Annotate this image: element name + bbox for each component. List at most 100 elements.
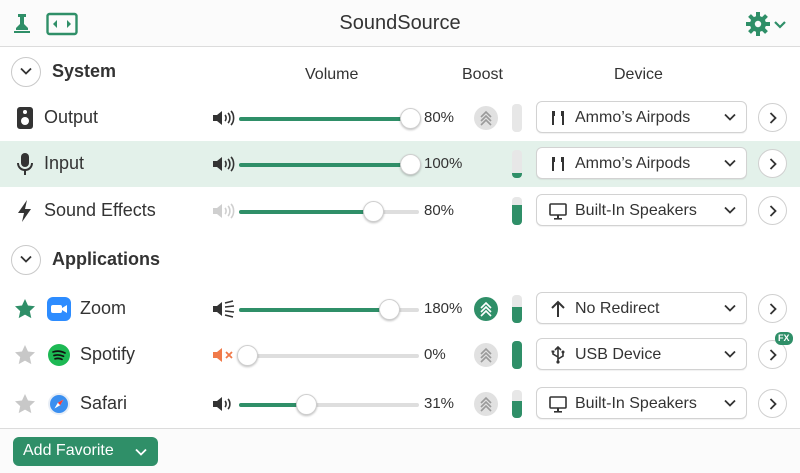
volume-slider-fill bbox=[239, 210, 374, 214]
row-label: Zoom bbox=[80, 298, 127, 318]
favorite-star-icon[interactable] bbox=[14, 344, 36, 371]
chevron-right-icon bbox=[769, 349, 777, 361]
device-select[interactable]: Built-In Speakers bbox=[536, 194, 747, 226]
volume-slider[interactable] bbox=[239, 154, 421, 175]
column-volume: Volume bbox=[305, 66, 359, 83]
favorite-star-icon[interactable] bbox=[14, 298, 36, 325]
level-meter bbox=[512, 104, 522, 132]
volume-slider[interactable] bbox=[239, 108, 421, 129]
device-label: No Redirect bbox=[575, 300, 660, 317]
volume-slider-knob[interactable] bbox=[400, 154, 421, 175]
level-meter bbox=[512, 295, 522, 323]
boost-icon bbox=[480, 396, 492, 412]
boost-icon bbox=[480, 110, 492, 126]
add-favorite-label: Add Favorite bbox=[23, 442, 114, 459]
row-output: Output 80% Ammo’s Airpods bbox=[0, 95, 800, 141]
device-select[interactable]: USB Device bbox=[536, 338, 747, 370]
volume-slider-knob[interactable] bbox=[296, 394, 317, 415]
app-title: SoundSource bbox=[339, 12, 461, 34]
level-meter bbox=[512, 341, 522, 369]
volume-percent: 31% bbox=[424, 395, 455, 412]
row-safari: Safari 31% Built-In Speakers bbox=[0, 381, 800, 427]
volume-slider-knob[interactable] bbox=[400, 108, 421, 129]
boost-icon bbox=[480, 301, 492, 317]
chevron-down-icon bbox=[724, 399, 736, 407]
column-device: Device bbox=[614, 66, 663, 83]
device-select[interactable]: Ammo’s Airpods bbox=[536, 101, 747, 133]
install-icon[interactable] bbox=[12, 12, 32, 34]
chevron-down-icon bbox=[20, 255, 32, 263]
volume-boost-icon[interactable] bbox=[212, 300, 236, 318]
microphone-icon bbox=[14, 152, 36, 176]
airpods-icon bbox=[549, 109, 567, 127]
row-label: Safari bbox=[80, 393, 128, 413]
boost-button[interactable] bbox=[474, 297, 498, 321]
section-title: System bbox=[52, 61, 117, 81]
device-label: Built-In Speakers bbox=[575, 202, 697, 219]
bolt-icon bbox=[14, 199, 36, 223]
gear-icon[interactable] bbox=[746, 11, 788, 37]
volume-icon[interactable] bbox=[212, 202, 236, 220]
window-icon[interactable] bbox=[46, 12, 78, 36]
collapse-system-button[interactable] bbox=[11, 57, 41, 87]
more-button[interactable] bbox=[758, 149, 787, 178]
row-spotify: Spotify 0% USB Device FX bbox=[0, 332, 800, 378]
boost-button[interactable] bbox=[474, 343, 498, 367]
chevron-down-icon bbox=[724, 159, 736, 167]
device-select[interactable]: Ammo’s Airpods bbox=[536, 147, 747, 179]
spotify-icon bbox=[47, 343, 71, 367]
airpods-icon bbox=[549, 155, 567, 173]
chevron-down-icon bbox=[724, 206, 736, 214]
chevron-down-icon bbox=[724, 113, 736, 121]
chevron-right-icon bbox=[769, 398, 777, 410]
display-icon bbox=[549, 395, 567, 413]
column-boost: Boost bbox=[462, 66, 503, 83]
row-label: Sound Effects bbox=[44, 200, 156, 220]
volume-icon[interactable] bbox=[212, 155, 236, 173]
volume-slider-fill bbox=[239, 308, 389, 312]
volume-slider[interactable] bbox=[239, 201, 419, 222]
volume-percent: 0% bbox=[424, 346, 446, 363]
device-select[interactable]: Built-In Speakers bbox=[536, 387, 747, 419]
volume-slider-knob[interactable] bbox=[379, 299, 400, 320]
row-label: Spotify bbox=[80, 344, 136, 364]
safari-icon bbox=[47, 392, 71, 416]
volume-slider-knob[interactable] bbox=[363, 201, 384, 222]
volume-slider-fill bbox=[239, 117, 410, 121]
device-label: Ammo’s Airpods bbox=[575, 109, 691, 126]
device-select[interactable]: No Redirect bbox=[536, 292, 747, 324]
row-zoom: Zoom 180% No Redirect bbox=[0, 286, 800, 332]
speaker-icon bbox=[14, 106, 36, 130]
more-button[interactable] bbox=[758, 294, 787, 323]
section-title: Applications bbox=[52, 249, 161, 269]
favorite-star-icon[interactable] bbox=[14, 393, 36, 420]
more-button[interactable] bbox=[758, 196, 787, 225]
volume-percent: 80% bbox=[424, 202, 455, 219]
usb-icon bbox=[549, 345, 567, 364]
volume-slider[interactable] bbox=[239, 394, 419, 415]
volume-muted-icon[interactable] bbox=[212, 346, 236, 364]
boost-button[interactable] bbox=[474, 392, 498, 416]
chevron-down-icon bbox=[20, 67, 32, 75]
volume-slider[interactable] bbox=[239, 299, 419, 320]
device-label: USB Device bbox=[575, 346, 662, 363]
volume-icon[interactable] bbox=[212, 395, 236, 413]
volume-percent: 100% bbox=[424, 155, 463, 172]
volume-icon[interactable] bbox=[212, 109, 236, 127]
more-button[interactable] bbox=[758, 389, 787, 418]
volume-slider-fill bbox=[239, 403, 306, 407]
chevron-down-icon bbox=[135, 448, 147, 456]
boost-button[interactable] bbox=[474, 106, 498, 130]
volume-slider[interactable] bbox=[237, 345, 419, 366]
collapse-applications-button[interactable] bbox=[11, 245, 41, 275]
more-button[interactable] bbox=[758, 103, 787, 132]
add-favorite-button[interactable]: Add Favorite bbox=[13, 437, 158, 466]
device-label: Built-In Speakers bbox=[575, 395, 697, 412]
chevron-right-icon bbox=[769, 205, 777, 217]
level-meter bbox=[512, 150, 522, 178]
volume-slider-knob[interactable] bbox=[237, 345, 258, 366]
section-system: System bbox=[0, 52, 800, 92]
device-label: Ammo’s Airpods bbox=[575, 155, 691, 172]
title-bar: SoundSource bbox=[0, 0, 800, 47]
row-label: Output bbox=[44, 107, 99, 127]
